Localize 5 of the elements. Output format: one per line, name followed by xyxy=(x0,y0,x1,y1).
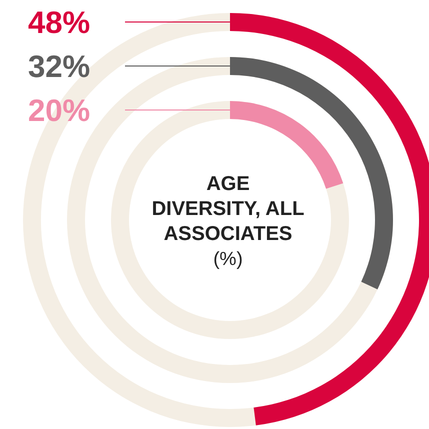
data-label: 48% xyxy=(28,5,90,40)
data-label: 32% xyxy=(28,49,90,84)
data-label: 20% xyxy=(28,93,90,128)
text: AGE DIVERSITY, ALL ASSOCIATES xyxy=(152,173,304,245)
text: (%) xyxy=(213,249,243,270)
